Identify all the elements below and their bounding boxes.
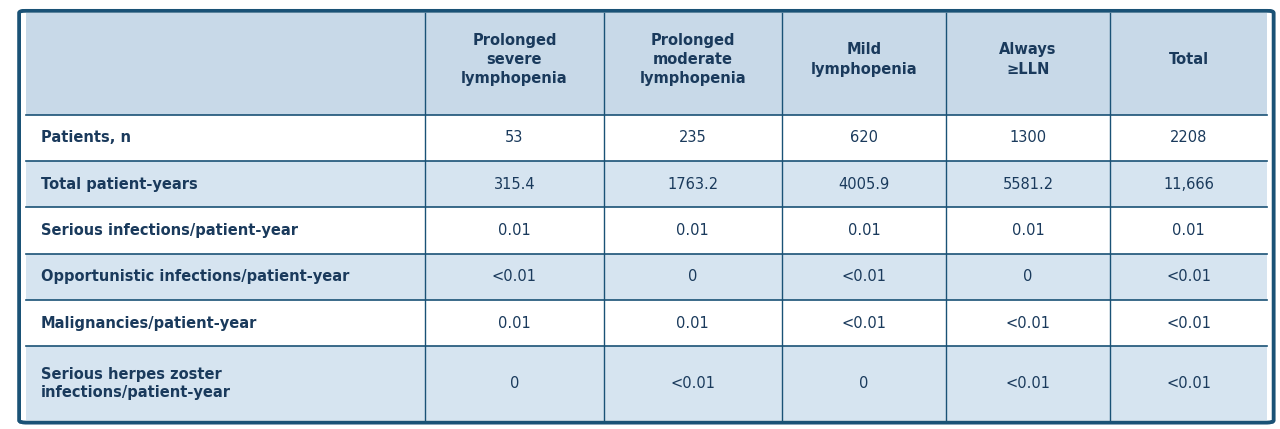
Text: 0: 0	[1024, 269, 1033, 284]
Text: 5581.2: 5581.2	[1002, 177, 1053, 192]
Text: Serious herpes zoster
infections/patient-year: Serious herpes zoster infections/patient…	[41, 366, 230, 400]
Text: <0.01: <0.01	[841, 316, 887, 331]
Text: Total: Total	[1169, 52, 1208, 67]
Text: 0.01: 0.01	[676, 316, 709, 331]
Text: 1300: 1300	[1010, 130, 1047, 145]
Text: Serious infections/patient-year: Serious infections/patient-year	[41, 223, 298, 238]
Text: <0.01: <0.01	[671, 376, 716, 391]
Text: 0.01: 0.01	[847, 223, 881, 238]
Text: 315.4: 315.4	[494, 177, 535, 192]
Text: 0: 0	[689, 269, 698, 284]
Text: Total patient-years: Total patient-years	[41, 177, 197, 192]
Text: <0.01: <0.01	[1006, 316, 1051, 331]
Text: 0.01: 0.01	[1172, 223, 1204, 238]
Text: <0.01: <0.01	[1166, 376, 1211, 391]
Text: <0.01: <0.01	[1006, 376, 1051, 391]
Text: 0.01: 0.01	[1011, 223, 1044, 238]
Text: Malignancies/patient-year: Malignancies/patient-year	[41, 316, 257, 331]
Text: Prolonged
severe
lymphopenia: Prolonged severe lymphopenia	[461, 33, 568, 86]
Text: 11,666: 11,666	[1164, 177, 1215, 192]
Text: 0: 0	[509, 376, 520, 391]
Text: <0.01: <0.01	[841, 269, 887, 284]
Text: Opportunistic infections/patient-year: Opportunistic infections/patient-year	[41, 269, 349, 284]
Text: 620: 620	[850, 130, 878, 145]
Text: 235: 235	[678, 130, 707, 145]
Text: Always
≥LLN: Always ≥LLN	[1000, 42, 1057, 77]
Text: 0.01: 0.01	[498, 316, 531, 331]
Text: 0.01: 0.01	[498, 223, 531, 238]
Text: <0.01: <0.01	[1166, 316, 1211, 331]
Text: 0.01: 0.01	[676, 223, 709, 238]
Text: Patients, n: Patients, n	[41, 130, 131, 145]
Text: 53: 53	[506, 130, 524, 145]
Text: 4005.9: 4005.9	[838, 177, 890, 192]
Text: <0.01: <0.01	[492, 269, 536, 284]
Text: 0: 0	[859, 376, 869, 391]
Text: 1763.2: 1763.2	[667, 177, 718, 192]
Text: Prolonged
moderate
lymphopenia: Prolonged moderate lymphopenia	[640, 33, 746, 86]
FancyBboxPatch shape	[19, 11, 1274, 423]
Text: 2208: 2208	[1170, 130, 1207, 145]
Text: Mild
lymphopenia: Mild lymphopenia	[810, 42, 918, 77]
Text: <0.01: <0.01	[1166, 269, 1211, 284]
